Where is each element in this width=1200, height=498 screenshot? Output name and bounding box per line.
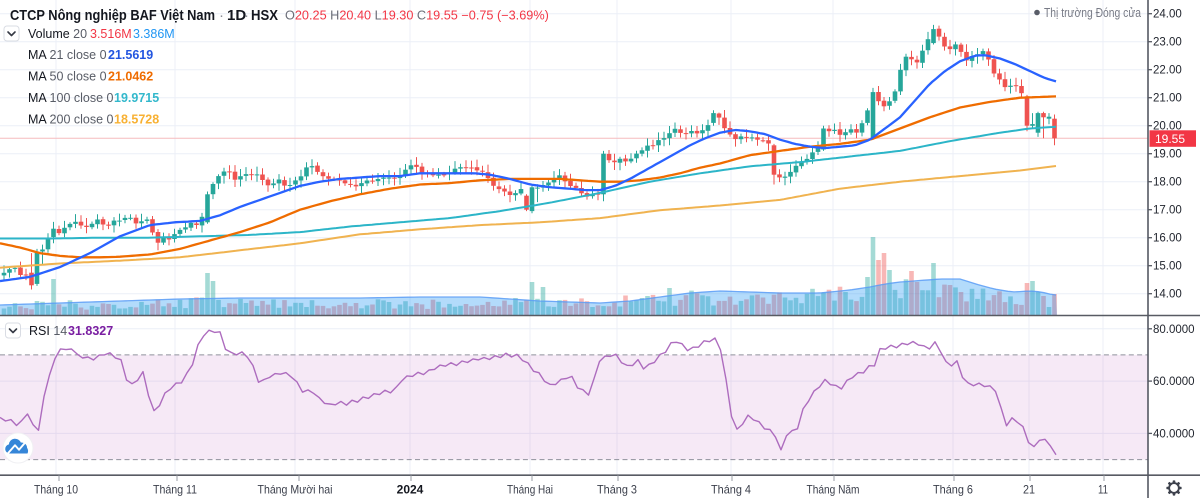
svg-text:Tháng Hai: Tháng Hai [507, 483, 553, 497]
svg-text:1D: 1D [227, 7, 246, 24]
svg-text:11: 11 [1098, 483, 1108, 497]
svg-text:MA 200 close 018.5728: MA 200 close 018.5728 [28, 113, 159, 127]
svg-text:24.00: 24.00 [1153, 9, 1182, 21]
svg-text:MA 21 close 021.5619: MA 21 close 021.5619 [28, 48, 153, 62]
svg-text:60.0000: 60.0000 [1153, 376, 1195, 388]
svg-text:Tháng 11: Tháng 11 [153, 483, 197, 497]
svg-text:19.00: 19.00 [1153, 149, 1182, 161]
svg-text:Thị trường Đóng cửa: Thị trường Đóng cửa [1044, 6, 1141, 20]
svg-text:·: · [219, 7, 224, 24]
svg-text:2024: 2024 [397, 483, 424, 497]
svg-text:22.00: 22.00 [1153, 65, 1182, 77]
svg-text:CTCP Nông nghiệp BAF Việt Nam: CTCP Nông nghiệp BAF Việt Nam [10, 7, 215, 24]
svg-text:14.00: 14.00 [1153, 289, 1182, 301]
svg-text:HSX: HSX [251, 7, 278, 24]
svg-text:19.55: 19.55 [1155, 132, 1185, 146]
svg-text:21.00: 21.00 [1153, 93, 1182, 105]
svg-text:21: 21 [1023, 483, 1035, 497]
svg-text:20.00: 20.00 [1153, 121, 1182, 133]
svg-text:Tháng 6: Tháng 6 [933, 483, 973, 497]
svg-text:15.00: 15.00 [1153, 261, 1182, 273]
svg-text:Volume 203.516M3.386M: Volume 20 3.516M3.386M [28, 27, 175, 41]
svg-text:Tháng Năm: Tháng Năm [807, 483, 860, 497]
svg-text:MA 100 close 019.9715: MA 100 close 019.9715 [28, 91, 159, 105]
svg-text:18.00: 18.00 [1153, 177, 1182, 189]
svg-text:40.0000: 40.0000 [1153, 428, 1195, 440]
svg-text:RSI 1431.8327: RSI 1431.8327 [29, 324, 113, 338]
svg-text:Tháng 10: Tháng 10 [34, 483, 78, 497]
svg-text:17.00: 17.00 [1153, 205, 1182, 217]
svg-text:O20.25 H20.40 L19.30 C19.55 −0: O20.25 H20.40 L19.30 C19.55 −0.75 (−3.69… [285, 9, 549, 23]
svg-text:23.00: 23.00 [1153, 37, 1182, 49]
svg-text:16.00: 16.00 [1153, 233, 1182, 245]
svg-text:·: · [244, 7, 249, 24]
svg-text:Tháng 3: Tháng 3 [597, 483, 637, 497]
svg-text:Tháng 4: Tháng 4 [711, 483, 751, 497]
svg-text:80.0000: 80.0000 [1153, 324, 1195, 336]
svg-text:MA 50 close 021.0462: MA 50 close 021.0462 [28, 70, 153, 84]
svg-text:Tháng Mười hai: Tháng Mười hai [258, 483, 333, 497]
